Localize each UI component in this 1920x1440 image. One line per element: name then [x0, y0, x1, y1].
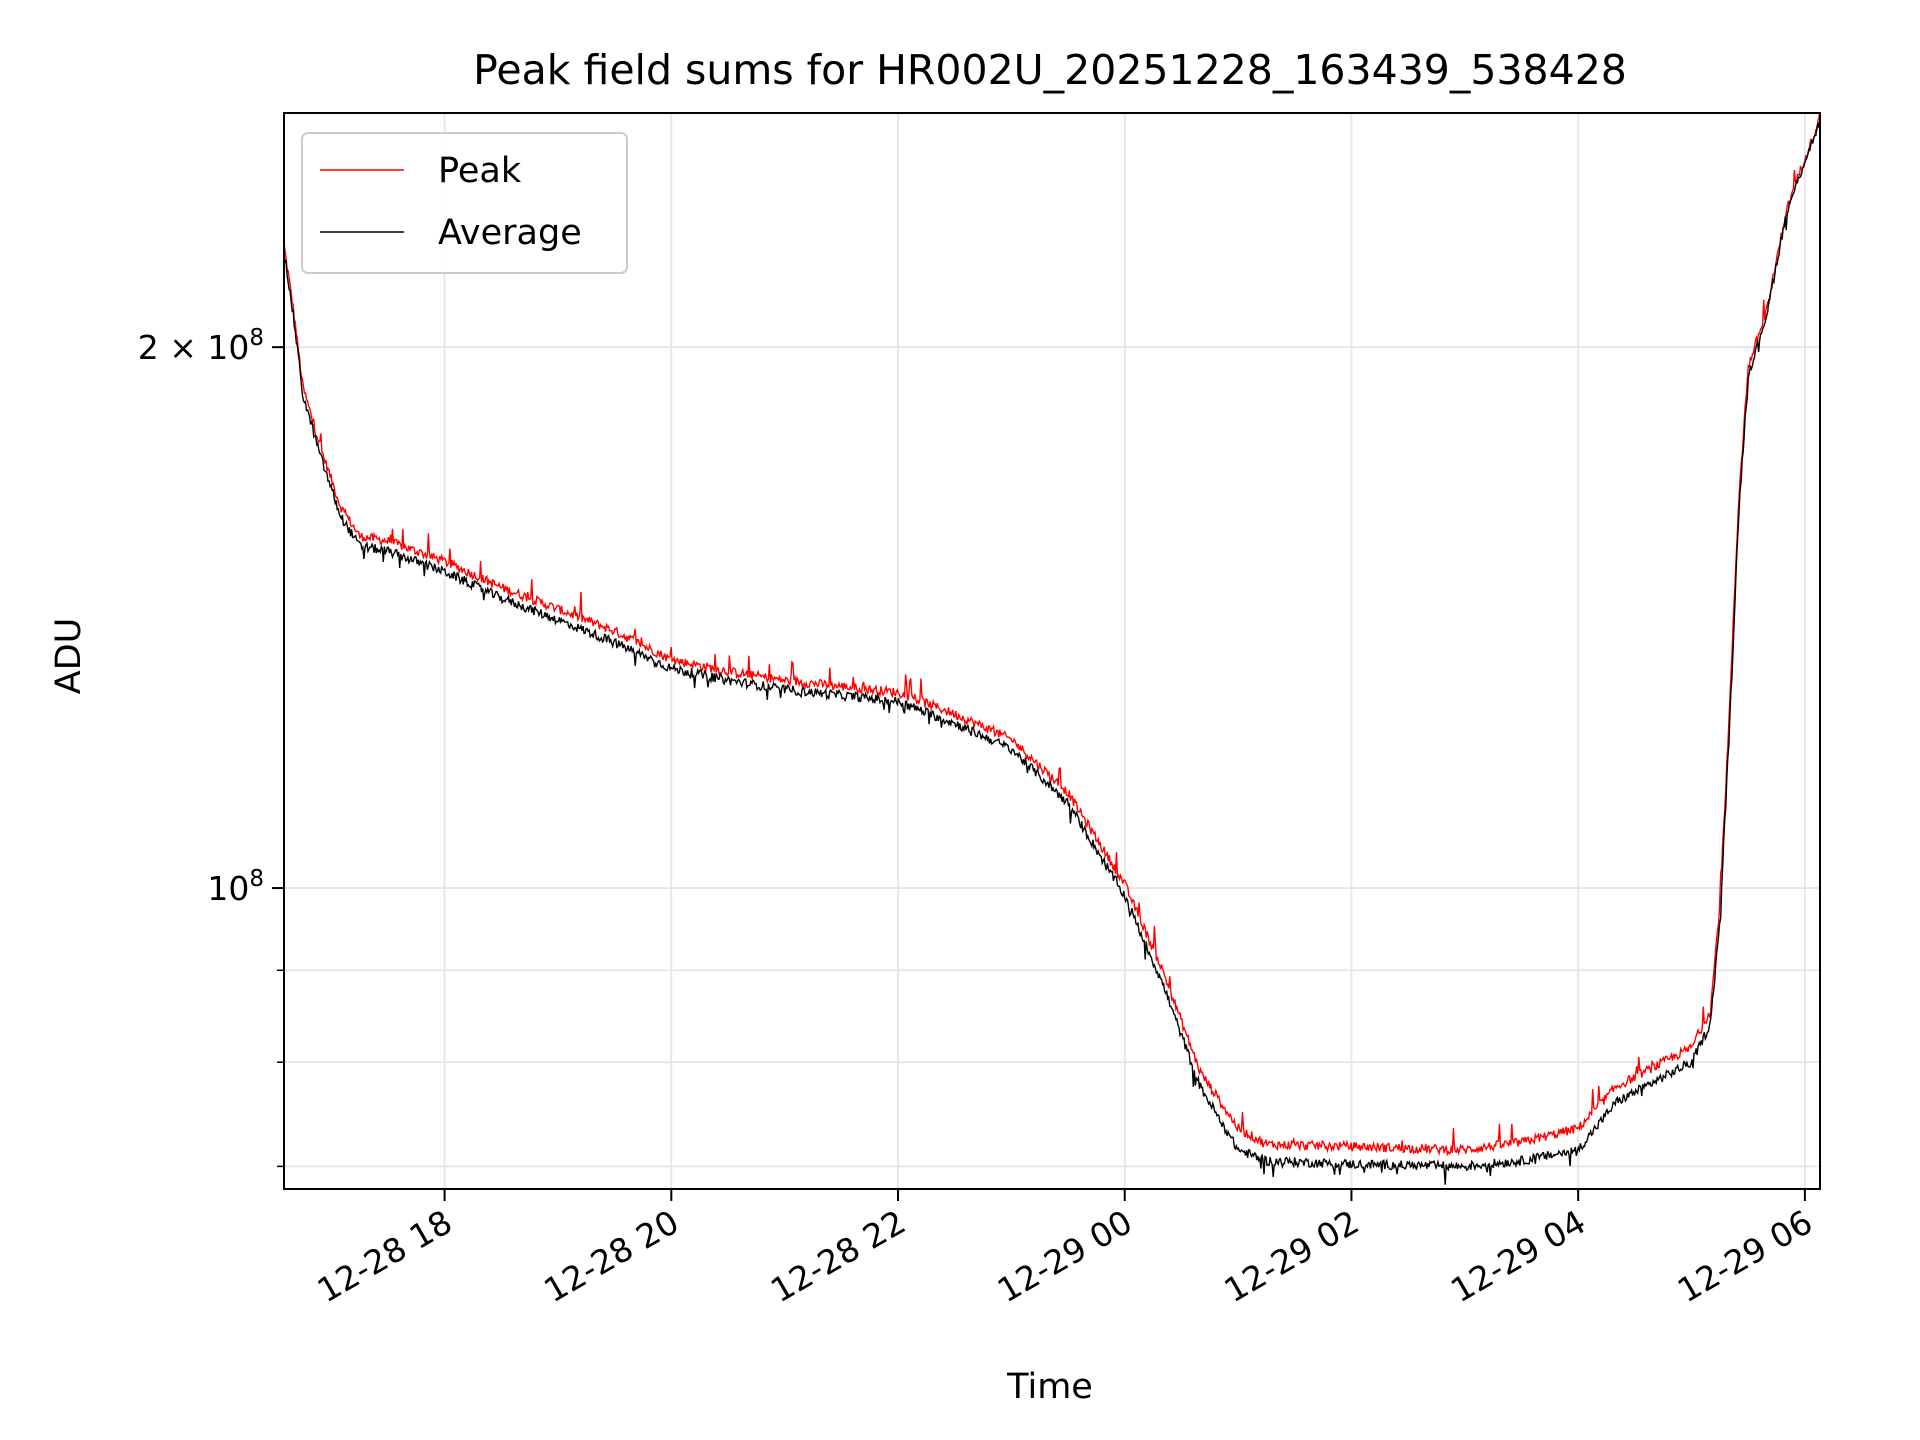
plot-frame: [283, 112, 1821, 1190]
grid: [284, 113, 1820, 1189]
y-tick-label: 108: [207, 866, 264, 908]
series-area: [284, 113, 1820, 1185]
chart-title: Peak field sums for HR002U_20251228_1634…: [473, 46, 1627, 94]
y-axis-label: ADU: [49, 618, 89, 695]
legend-label-average: Average: [438, 213, 582, 253]
series-line-average: [284, 118, 1820, 1185]
legend-box: [301, 132, 628, 274]
y-tick-label: 2 × 108: [138, 325, 264, 367]
legend-label-peak: Peak: [438, 151, 522, 191]
legend: Peak Average: [301, 132, 628, 274]
y-axis: 108 2 × 108: [138, 325, 284, 1168]
series-line-peak: [284, 113, 1820, 1157]
x-axis-label: Time: [1006, 1367, 1093, 1407]
